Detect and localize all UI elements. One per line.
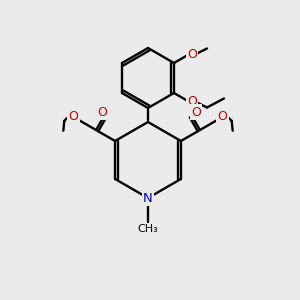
Text: O: O <box>97 106 107 118</box>
Text: O: O <box>187 95 197 108</box>
Text: O: O <box>69 110 79 124</box>
Text: O: O <box>187 48 197 61</box>
Text: O: O <box>191 106 201 118</box>
Text: N: N <box>143 191 153 205</box>
Text: CH₃: CH₃ <box>138 224 158 234</box>
Text: O: O <box>218 110 227 124</box>
